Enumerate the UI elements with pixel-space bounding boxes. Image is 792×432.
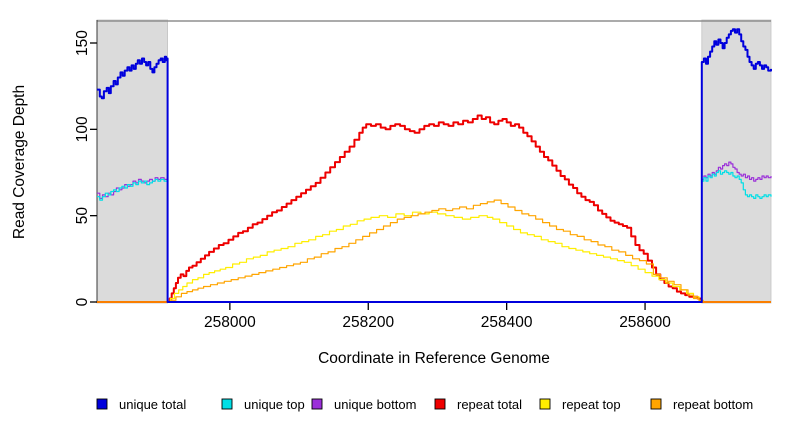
unique-region-left: [96, 19, 168, 304]
legend-label: unique total: [119, 397, 186, 412]
legend-item-unique-bottom: unique bottom: [311, 397, 416, 412]
y-axis-title: Read Coverage Depth: [11, 85, 28, 239]
legend-item-repeat-top: repeat top: [539, 397, 621, 412]
legend-item-unique-total: unique total: [96, 397, 186, 412]
legend-label: repeat bottom: [673, 397, 753, 412]
x-tick-label: 258600: [619, 314, 671, 331]
x-tick-label: 258200: [342, 314, 394, 331]
series-repeat-bottom: [97, 199, 771, 303]
legend-item-repeat-total: repeat total: [434, 397, 522, 412]
legend-label: repeat total: [457, 397, 522, 412]
legend-label: unique top: [244, 397, 305, 412]
legend-item-unique-top: unique top: [221, 397, 305, 412]
x-axis: 258000 258200 258400 258600: [204, 303, 671, 331]
legend-swatch-repeat-total-icon: [434, 398, 446, 410]
x-axis-title: Coordinate in Reference Genome: [318, 350, 550, 367]
series-repeat-top: [97, 211, 771, 303]
legend-swatch-unique-top-icon: [221, 398, 233, 410]
y-tick-label: 50: [74, 207, 91, 225]
highlight-regions: [96, 19, 772, 304]
legend-swatch-unique-bottom-icon: [311, 398, 323, 410]
plot-frame: [96, 20, 771, 303]
series-unique-total: [97, 28, 772, 303]
y-tick-label: 100: [74, 116, 91, 142]
series-lines: [97, 28, 772, 303]
y-tick-label: 0: [74, 297, 91, 306]
series-unique-top: [97, 170, 772, 303]
legend-swatch-unique-total-icon: [96, 398, 108, 410]
y-tick-label: 150: [74, 30, 91, 56]
x-tick-label: 258400: [481, 314, 533, 331]
legend-label: repeat top: [562, 397, 621, 412]
legend-swatch-repeat-bottom-icon: [650, 398, 662, 410]
y-axis: 0 50 100 150: [74, 30, 97, 306]
unique-region-right: [701, 19, 772, 304]
x-tick-label: 258000: [204, 314, 256, 331]
series-repeat-total: [97, 114, 771, 303]
legend-item-repeat-bottom: repeat bottom: [650, 397, 753, 412]
legend-label: unique bottom: [334, 397, 416, 412]
legend-swatch-repeat-top-icon: [539, 398, 551, 410]
legend: unique total unique top unique bottom repea…: [96, 397, 753, 412]
